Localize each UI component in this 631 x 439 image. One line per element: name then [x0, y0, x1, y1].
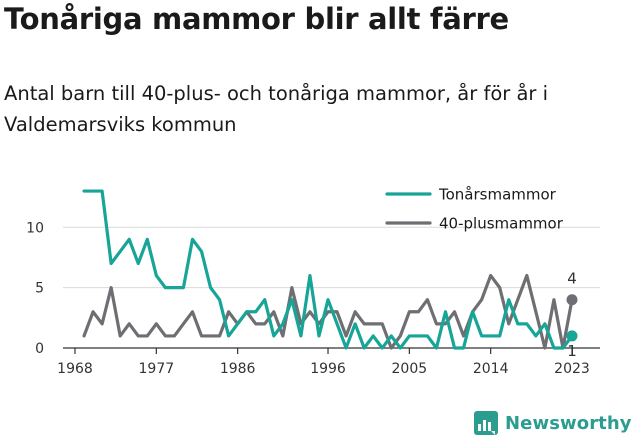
legend: Tonårsmammor 40-plusmammor — [385, 186, 564, 233]
x-tick-label: 2014 — [473, 361, 509, 377]
page-title: Tonåriga mammor blir allt färre — [4, 2, 509, 36]
y-tick-label: 0 — [35, 341, 44, 357]
end-labels: 41 — [566, 270, 578, 360]
x-tick-label: 1986 — [220, 361, 256, 377]
brand: Newsworthy — [474, 408, 631, 438]
end-point-ton-rsmammor — [566, 330, 578, 342]
legend-label-ton-rsmammor: Tonårsmammor — [438, 186, 557, 204]
series-line-40-plusmammor — [82, 273, 574, 350]
y-tick-label: 5 — [35, 281, 44, 297]
gridlines: 0 5 10 — [26, 220, 600, 357]
y-tick-label: 10 — [26, 220, 44, 236]
end-label-ton-rsmammor: 1 — [567, 342, 577, 360]
newsworthy-bar-chart-logo-icon — [474, 411, 498, 435]
end-label-40-plusmammor: 4 — [567, 270, 577, 288]
x-tick-label: 1996 — [310, 361, 346, 377]
end-point-40-plusmammor — [566, 294, 578, 306]
series-line-ton-rsmammor — [82, 189, 574, 350]
page-subtitle: Antal barn till 40-plus- och tonåriga ma… — [4, 82, 549, 136]
series-lines — [82, 189, 574, 350]
x-tick-label: 1977 — [139, 361, 175, 377]
brand-name: Newsworthy — [505, 412, 631, 434]
x-tick-label: 1968 — [57, 361, 93, 377]
x-axis: 1968 1977 1986 1996 2005 2014 2023 — [57, 347, 600, 377]
x-tick-label: 2023 — [554, 361, 590, 377]
legend-label-40-plusmammor: 40-plusmammor — [439, 215, 564, 233]
x-tick-label: 2005 — [392, 361, 428, 377]
